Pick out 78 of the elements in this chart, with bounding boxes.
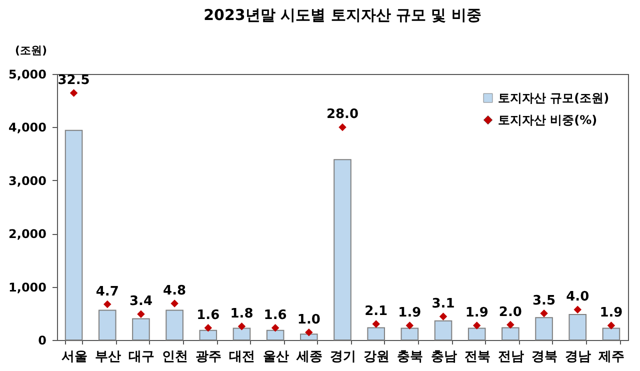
data-label: 1.6 [196, 308, 220, 323]
bar [367, 327, 385, 340]
point [104, 300, 112, 308]
point [238, 322, 246, 330]
x-tick-label: 경북 [532, 350, 558, 364]
y-tick-label: 5,000 [8, 68, 46, 82]
x-tick-label: 충남 [430, 350, 457, 364]
x-tick-label: 강원 [364, 350, 390, 364]
bar [166, 310, 184, 340]
data-label: 3.4 [129, 294, 152, 310]
x-tick-label: 충북 [397, 350, 424, 364]
bar [468, 328, 486, 340]
legend-label: 토지자산 비중(%) [498, 113, 598, 127]
y-tick-label: 4,000 [8, 120, 46, 135]
point [305, 328, 313, 336]
data-label: 1.9 [465, 306, 488, 321]
data-label: 3.5 [532, 293, 556, 308]
x-tick-label: 전북 [464, 350, 490, 364]
bar [232, 328, 251, 340]
point [338, 123, 346, 132]
x-tick-label: 대전 [229, 350, 256, 364]
data-label: 32.5 [58, 73, 90, 88]
data-label: 2.0 [498, 304, 522, 320]
bar [98, 310, 116, 340]
data-label: 1.8 [230, 306, 254, 322]
y-tick-label: 2,000 [8, 227, 46, 242]
point [472, 322, 481, 330]
data-label: 1.9 [600, 306, 623, 321]
x-tick-label: 경남 [565, 350, 592, 364]
bar [535, 317, 553, 340]
bar [266, 330, 284, 340]
y-axis-title: (조원) [15, 44, 48, 57]
y-tick-label: 1,000 [8, 280, 46, 294]
x-tick-label: 울산 [262, 350, 289, 364]
bar [334, 159, 352, 340]
data-label: 2.1 [364, 304, 388, 320]
point [70, 89, 78, 97]
bar [64, 130, 83, 340]
bar [400, 328, 419, 340]
point [574, 306, 582, 314]
x-tick-label: 인천 [162, 350, 188, 364]
point [271, 324, 280, 332]
bar [300, 334, 318, 340]
point [439, 312, 448, 320]
point [607, 322, 616, 330]
data-label: 1.6 [264, 308, 287, 323]
data-label: 3.1 [432, 296, 455, 312]
x-tick-label: 전남 [498, 350, 524, 364]
data-label: 28.0 [326, 107, 359, 122]
data-label: 4.8 [163, 284, 186, 299]
point [137, 310, 145, 318]
x-tick-label: 광주 [196, 350, 222, 364]
bar [568, 314, 587, 340]
point [170, 300, 178, 308]
data-label: 1.0 [297, 312, 320, 328]
bar [132, 318, 150, 340]
point [204, 324, 212, 332]
x-tick-label: 경기 [330, 350, 356, 364]
x-tick-label: 서울 [61, 350, 88, 364]
data-label: 4.7 [96, 284, 119, 300]
point [506, 320, 514, 329]
point [372, 320, 380, 328]
bar [434, 320, 452, 340]
chart-title: 2023년말 시도별 토지자산 규모 및 비중 [204, 6, 482, 24]
point [406, 322, 414, 330]
x-tick-label: 부산 [94, 350, 121, 364]
x-tick-label: 대구 [128, 350, 154, 364]
data-label: 1.9 [398, 306, 422, 321]
x-tick-label: 제주 [598, 350, 625, 364]
bar [502, 327, 520, 340]
point [540, 310, 548, 318]
legend-label: 토지자산 규모(조원) [498, 91, 610, 105]
y-tick-label: 3,000 [8, 174, 46, 188]
y-tick-label: 0 [38, 334, 46, 348]
data-label: 4.0 [566, 290, 590, 305]
bar [602, 328, 620, 340]
bar [199, 330, 218, 340]
x-tick-label: 세종 [295, 350, 322, 364]
